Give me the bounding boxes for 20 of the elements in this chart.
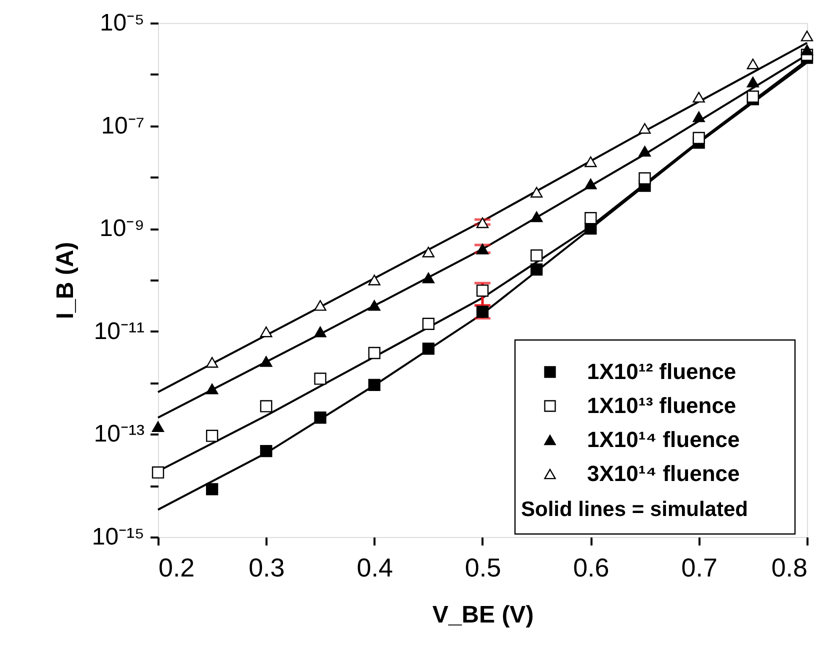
annotation: Solid lines = simulated (521, 498, 748, 521)
x-tick-label: 0.4 (356, 552, 393, 582)
x-tick-label: 0.8 (771, 552, 808, 582)
x-tick-label: 0.5 (464, 552, 502, 582)
legend-label: 1X10¹³ fluence (587, 393, 736, 418)
y-tick-label: 10⁻⁹ (100, 215, 144, 242)
x-tick-label: 0.3 (248, 552, 285, 582)
y-tick-label: 10⁻⁷ (101, 112, 144, 140)
y-tick-label: 10⁻⁵ (100, 10, 144, 36)
legend-label: 1X10¹² fluence (587, 359, 736, 384)
y-tick-label: 10⁻¹³ (94, 420, 144, 448)
y-tick-label: 10⁻¹¹ (94, 318, 144, 345)
x-tick-label: 0.7 (681, 552, 718, 582)
legend-label: 3X10¹⁴ fluence (587, 461, 740, 486)
y-tick-label: 10⁻¹⁵ (92, 524, 144, 550)
legend-label: 1X10¹⁴ fluence (587, 427, 740, 452)
x-tick-label: 0.6 (573, 552, 610, 582)
x-tick-label: 0.2 (158, 552, 195, 582)
y-axis-title: I_B (A) (52, 242, 79, 320)
x-axis-title: V_BE (V) (432, 602, 534, 628)
